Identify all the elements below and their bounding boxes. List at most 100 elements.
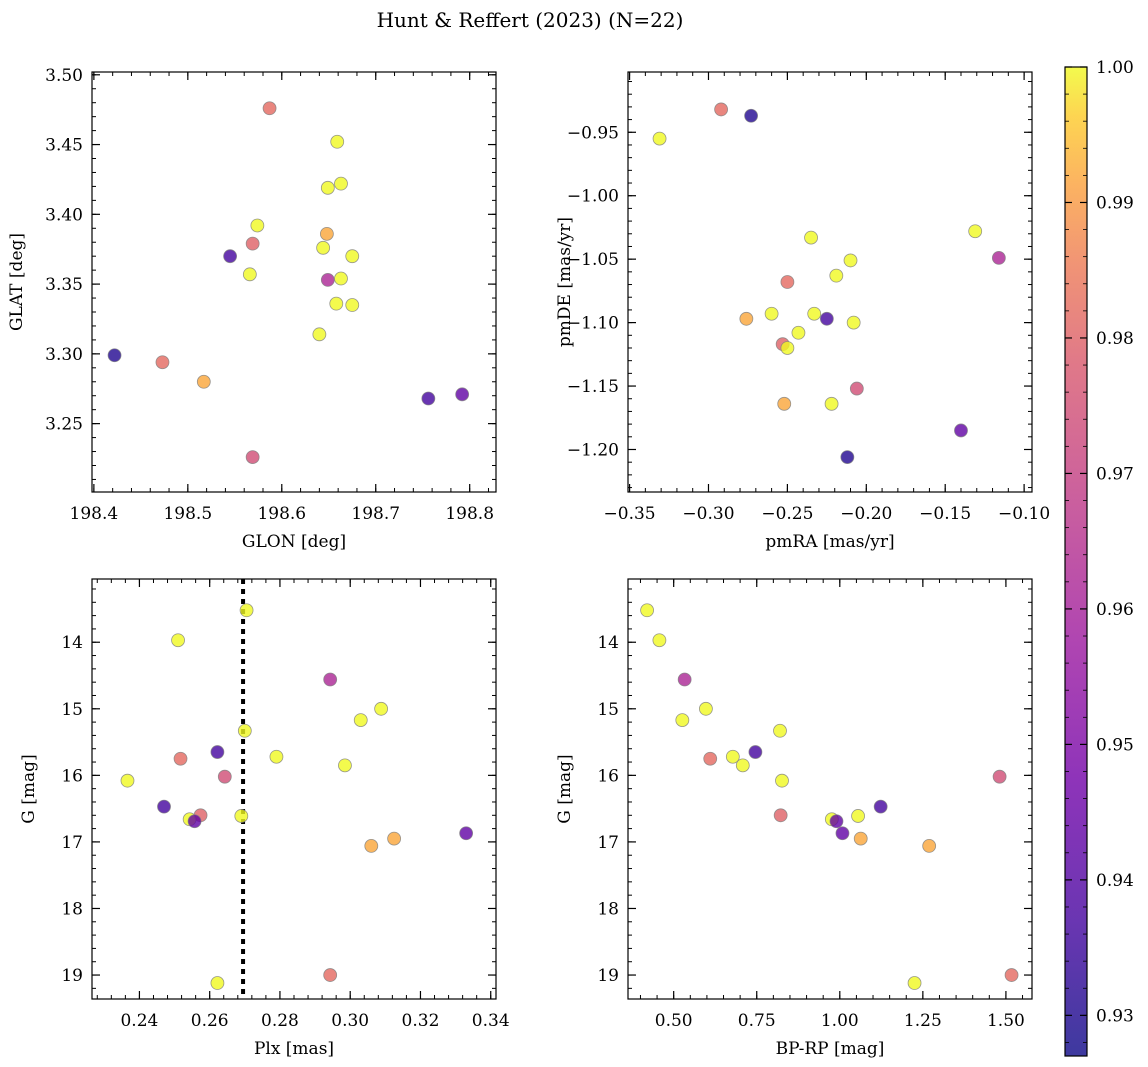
y-tick-label: 17 xyxy=(61,833,83,853)
scatter-point xyxy=(777,396,792,411)
scatter-point xyxy=(329,296,344,311)
scatter-point xyxy=(744,108,758,123)
x-axis-label: Plx [mas] xyxy=(254,1039,334,1059)
x-tick-label: 0.24 xyxy=(120,1011,158,1031)
scatter-point xyxy=(262,101,277,116)
colorbar-tick-label: 0.95 xyxy=(1096,735,1134,755)
x-tick-label: 0.26 xyxy=(191,1011,229,1031)
scatter-point xyxy=(319,226,334,241)
scatter-point xyxy=(237,723,252,738)
scatter-point xyxy=(323,672,338,687)
y-tick-label: 18 xyxy=(597,899,619,919)
x-tick-label: −0.20 xyxy=(840,504,892,524)
x-tick-label: −0.25 xyxy=(761,504,813,524)
scatter-point xyxy=(316,240,331,255)
scatter-point xyxy=(330,134,345,149)
scatter-point xyxy=(245,450,260,465)
scatter-point xyxy=(338,758,352,773)
scatter-point xyxy=(851,809,865,823)
scatter-point xyxy=(242,267,257,282)
y-axis-label: pmDE [mas/yr] xyxy=(555,217,575,347)
x-tick-label: 0.50 xyxy=(655,1011,693,1031)
scatter-point xyxy=(775,773,789,788)
scatter-point xyxy=(364,839,379,853)
x-tick-label: 198.7 xyxy=(351,504,400,524)
scatter-point xyxy=(120,773,135,788)
colorbar-tick-label: 0.94 xyxy=(1096,871,1134,891)
scatter-point xyxy=(991,250,1006,265)
scatter-point xyxy=(171,633,185,648)
x-tick-label: 1.50 xyxy=(987,1011,1025,1031)
panel-pmra-pmde: −0.35 −0.30 −0.25 −0.20 −0.15 −0.10 −0.95 −1.00… xyxy=(555,71,1050,552)
y-tick-label: 15 xyxy=(597,700,619,720)
scatter-point xyxy=(421,391,436,406)
scatter-point xyxy=(323,968,338,982)
scatter-point xyxy=(387,831,402,846)
scatter-point xyxy=(353,713,368,728)
scatter-point xyxy=(968,224,983,239)
y-axis-label: GLAT [deg] xyxy=(7,233,27,331)
scatter-point xyxy=(1004,968,1019,982)
scatter-point xyxy=(780,275,795,289)
scatter-point xyxy=(107,348,122,363)
y-tick-label: 14 xyxy=(597,633,619,653)
y-tick-label: 3.30 xyxy=(45,345,83,365)
x-tick-label: 1.25 xyxy=(904,1011,942,1031)
scatter-point xyxy=(835,826,850,841)
x-tick-label: −0.15 xyxy=(919,504,971,524)
y-tick-label: 18 xyxy=(61,899,83,919)
scatter-point xyxy=(714,102,729,117)
scatter-point xyxy=(954,423,968,438)
figure-title: Hunt & Reffert (2023) (N=22) xyxy=(377,8,684,32)
scatter-point xyxy=(922,839,937,853)
colorbar-tick-label: 0.93 xyxy=(1096,1006,1134,1026)
scatter-point xyxy=(223,249,238,264)
plot-frame xyxy=(627,71,1033,493)
scatter-point xyxy=(840,450,855,465)
scatter-point xyxy=(773,723,787,738)
scatter-point xyxy=(677,672,692,687)
scatter-point xyxy=(992,769,1007,784)
colorbar-gradient xyxy=(1065,67,1087,1056)
x-axis-label: pmRA [mas/yr] xyxy=(765,532,894,552)
scatter-point xyxy=(849,381,864,396)
panels: 198.4 198.5 198.6 198.7 198.8 3.25 3.30 3.35 3.4… xyxy=(7,66,1050,1059)
scatter-point xyxy=(234,809,249,823)
scatter-point xyxy=(819,311,834,326)
scatter-point xyxy=(155,355,170,370)
scatter-point xyxy=(312,327,327,342)
colorbar-tick-label: 0.96 xyxy=(1096,600,1134,620)
colorbar-tick-label: 1.00 xyxy=(1096,58,1134,78)
scatter-point xyxy=(846,315,861,330)
scatter-point xyxy=(675,713,690,728)
plot-frame xyxy=(91,578,497,1000)
scatter-point xyxy=(853,831,868,846)
plot-frame xyxy=(91,71,497,493)
y-tick-label: −1.15 xyxy=(567,377,619,397)
x-tick-label: 0.75 xyxy=(738,1011,776,1031)
x-tick-label: 1.00 xyxy=(821,1011,859,1031)
scatter-point xyxy=(345,298,360,312)
scatter-point xyxy=(843,253,858,268)
colorbar: 0.93 0.94 0.95 0.96 0.97 0.98 0.99 1.00 xyxy=(1064,58,1134,1057)
scatter-point xyxy=(157,799,171,814)
scatter-point xyxy=(345,249,360,264)
scatter-point xyxy=(652,633,667,648)
y-tick-label: 3.25 xyxy=(45,415,83,435)
scatter-point xyxy=(829,814,844,829)
scatter-point xyxy=(320,273,335,287)
scatter-point xyxy=(748,745,763,759)
x-tick-label: 0.28 xyxy=(261,1011,299,1031)
y-tick-label: −1.00 xyxy=(567,187,619,207)
scatter-point xyxy=(873,799,888,814)
x-axis-label: BP-RP [mag] xyxy=(776,1039,885,1059)
scatter-point xyxy=(196,374,211,389)
scatter-point xyxy=(334,271,348,286)
scatter-point xyxy=(824,396,839,411)
y-tick-label: 17 xyxy=(597,833,619,853)
scatter-point xyxy=(210,745,225,759)
y-axis-label: G [mag] xyxy=(555,754,575,823)
y-tick-label: 19 xyxy=(61,966,83,986)
scatter-point xyxy=(804,230,818,245)
